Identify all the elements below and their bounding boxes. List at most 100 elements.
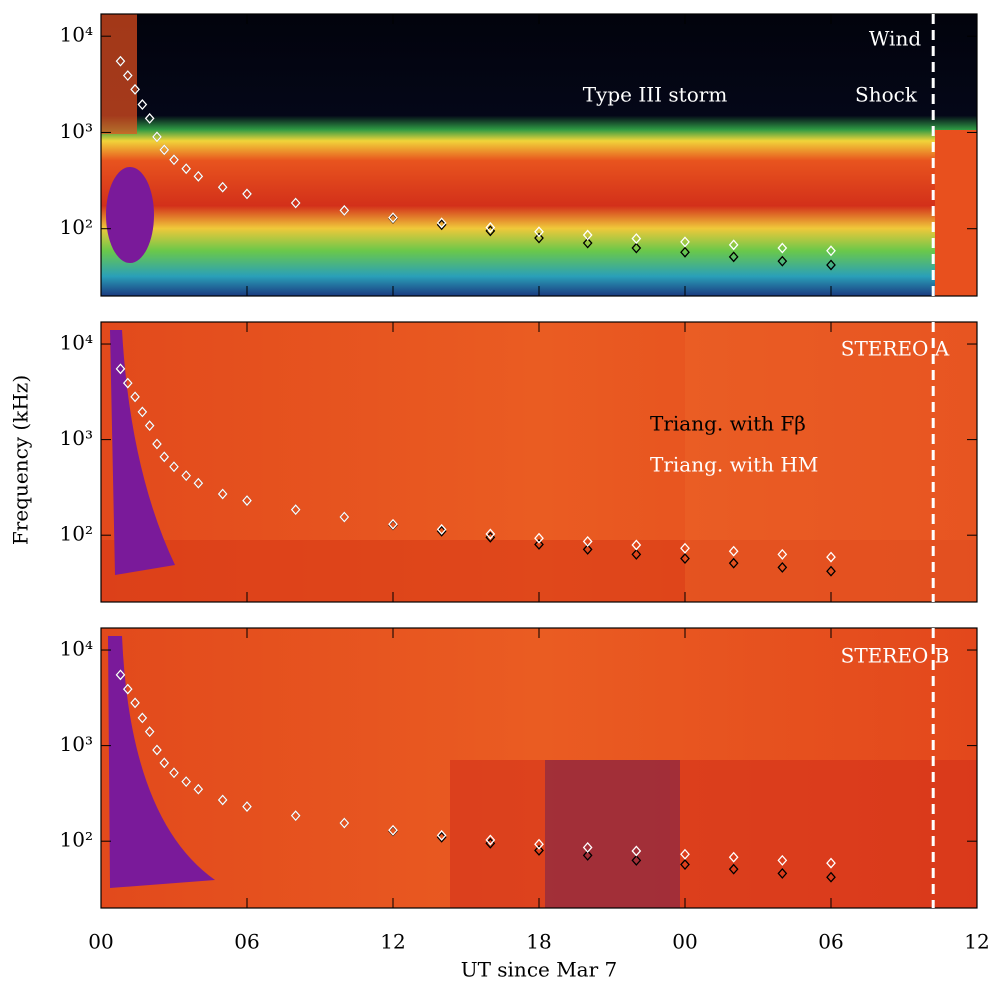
x-tick-label: 06 — [234, 930, 259, 954]
diamond-marker — [631, 233, 642, 245]
diamond-marker — [826, 565, 836, 577]
y-tick-label: 10³ — [60, 119, 93, 143]
diamond-marker — [826, 245, 836, 257]
annotation: STEREO A — [841, 337, 950, 361]
diamond-marker — [290, 504, 301, 516]
diamond-marker — [582, 543, 593, 555]
diamond-marker — [181, 776, 192, 788]
annotation: Shock — [855, 83, 918, 107]
diamond-marker — [181, 470, 192, 482]
diamond-marker — [130, 697, 140, 709]
diamond-marker — [534, 232, 544, 244]
diamond-marker — [137, 99, 148, 111]
y-tick-label: 10² — [60, 522, 93, 546]
diamond-marker — [137, 712, 148, 724]
diamond-marker — [485, 221, 496, 233]
diamond-marker — [728, 251, 739, 263]
annotation: STEREO B — [841, 644, 950, 668]
x-tick-label: 18 — [526, 930, 551, 954]
y-tick-label: 10⁴ — [60, 637, 93, 661]
diamond-marker — [582, 229, 593, 241]
diamond-marker — [631, 854, 642, 866]
diamond-marker — [728, 863, 739, 875]
diamond-marker — [388, 518, 398, 530]
y-axis-label: Frequency (kHz) — [9, 375, 33, 545]
diamond-marker — [388, 824, 398, 836]
diamond-marker — [242, 801, 252, 813]
diamond-marker — [777, 242, 788, 254]
x-tick-label: 12 — [380, 930, 405, 954]
diamond-marker — [217, 488, 228, 500]
diamond-marker — [582, 849, 593, 861]
diamond-marker — [534, 538, 544, 550]
diamond-marker — [777, 255, 788, 267]
diamond-marker — [728, 557, 739, 569]
diamond-marker — [631, 845, 642, 857]
y-tick-label: 10² — [60, 828, 93, 852]
diamond-marker — [680, 848, 690, 860]
diamond-marker — [777, 548, 788, 560]
diamond-marker — [339, 817, 350, 829]
diamond-marker — [339, 204, 350, 216]
y-tick-label: 10⁴ — [60, 331, 93, 355]
diamond-marker — [152, 438, 162, 450]
diamond-marker — [631, 242, 642, 254]
diamond-marker — [144, 420, 155, 432]
diamond-marker — [242, 188, 252, 200]
diamond-marker — [290, 810, 301, 822]
y-tick-label: 10³ — [60, 426, 93, 450]
diamond-marker — [130, 391, 140, 403]
diamond-marker — [582, 535, 593, 547]
diamond-marker — [728, 239, 739, 251]
diamond-marker — [728, 851, 739, 863]
diamond-marker — [777, 561, 788, 573]
diamond-marker — [144, 112, 155, 124]
diamond-marker — [159, 451, 170, 463]
diamond-marker — [217, 181, 228, 193]
diamond-marker — [339, 511, 350, 523]
diamond-marker — [436, 523, 447, 535]
annotation: Type III storm — [583, 83, 728, 107]
diamond-marker — [728, 545, 739, 557]
diamond-marker — [826, 259, 836, 271]
spectrogram-stereo-a — [101, 322, 977, 602]
diamond-marker — [122, 683, 133, 695]
diamond-marker — [826, 857, 836, 869]
diamond-marker — [137, 406, 148, 418]
diamond-marker — [388, 212, 398, 224]
diamond-marker — [631, 539, 642, 551]
diamond-marker — [680, 859, 690, 871]
diamond-marker — [680, 246, 690, 258]
spectrogram-stereo-b — [101, 628, 977, 908]
diamond-marker — [169, 461, 179, 473]
diamond-marker — [169, 154, 179, 166]
diamond-marker — [485, 528, 496, 540]
diamond-marker — [680, 542, 690, 554]
diamond-marker — [680, 553, 690, 565]
diamond-marker — [130, 83, 140, 95]
x-tick-label: 00 — [672, 930, 697, 954]
diamond-marker — [115, 55, 126, 67]
legend-entry: Triang. with HM — [650, 453, 818, 477]
diamond-marker — [436, 219, 447, 231]
diamond-marker — [534, 532, 544, 544]
diamond-marker — [534, 844, 544, 856]
y-tick-label: 10³ — [60, 732, 93, 756]
diamond-marker — [115, 363, 126, 375]
diamond-marker — [826, 871, 836, 883]
annotation: Wind — [869, 27, 921, 51]
diamond-marker — [217, 794, 228, 806]
y-tick-label: 10² — [60, 215, 93, 239]
diamond-marker — [115, 669, 126, 681]
diamond-marker — [181, 163, 192, 175]
spectrogram-wind — [101, 14, 977, 296]
diamond-marker — [777, 854, 788, 866]
diamond-marker — [631, 548, 642, 560]
diamond-marker — [826, 551, 836, 563]
diamond-marker — [436, 829, 447, 841]
y-tick-label: 10⁴ — [60, 23, 93, 47]
diamond-marker — [485, 834, 496, 846]
x-tick-label: 00 — [88, 930, 113, 954]
legend-entry: Triang. with Fβ — [650, 412, 806, 436]
